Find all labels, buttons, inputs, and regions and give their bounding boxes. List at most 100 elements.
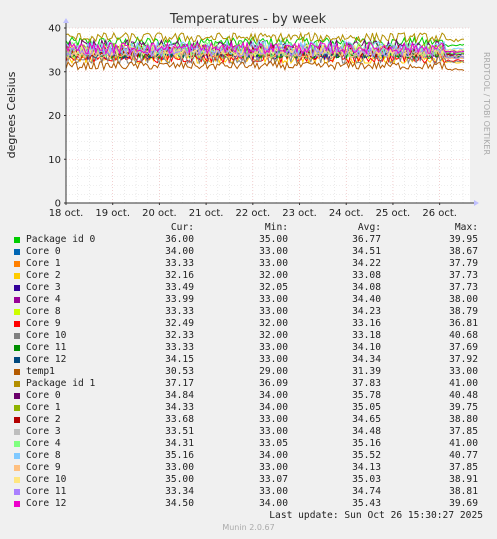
legend-cur: 36.00 bbox=[165, 234, 194, 245]
legend-max: 39.95 bbox=[449, 234, 478, 245]
legend-swatch bbox=[14, 429, 20, 435]
legend-row: temp1 30.53 29.00 31.39 33.00 bbox=[12, 366, 492, 378]
series-lines bbox=[65, 31, 465, 72]
x-tick-label: 24 oct. bbox=[329, 208, 364, 219]
legend-name: Core 4 bbox=[26, 438, 61, 449]
legend-name: temp1 bbox=[26, 366, 55, 377]
rrdtool-credit: RRDTOOL / TOBI OETIKER bbox=[482, 52, 491, 155]
legend-row: Package id 1 37.17 36.09 37.83 41.00 bbox=[12, 378, 492, 390]
legend-row: Core 9 33.00 33.00 34.13 37.85 bbox=[12, 462, 492, 474]
x-tick-label: 25 oct. bbox=[376, 208, 411, 219]
legend-cur: 33.33 bbox=[165, 306, 194, 317]
legend-name: Core 1 bbox=[26, 258, 61, 269]
legend-avg: 35.43 bbox=[352, 498, 381, 509]
legend-avg: 36.77 bbox=[352, 234, 381, 245]
legend-avg: 34.74 bbox=[352, 486, 381, 497]
legend-row: Core 11 33.34 33.00 34.74 38.81 bbox=[12, 486, 492, 498]
y-tick-label: 10 bbox=[48, 155, 61, 166]
legend-min: 33.00 bbox=[259, 426, 288, 437]
legend-name: Core 0 bbox=[26, 390, 61, 401]
legend-name: Core 9 bbox=[26, 462, 61, 473]
x-tick-label: 18 oct. bbox=[49, 208, 84, 219]
legend-min: 36.09 bbox=[259, 378, 288, 389]
legend-row: Core 8 35.16 34.00 35.52 40.77 bbox=[12, 450, 492, 462]
legend-cur: 34.00 bbox=[165, 246, 194, 257]
legend-min: 33.00 bbox=[259, 462, 288, 473]
legend-swatch bbox=[14, 501, 20, 507]
legend-name: Package id 0 bbox=[26, 234, 96, 245]
legend-max: 37.79 bbox=[449, 258, 478, 269]
legend-row: Core 2 33.68 33.00 34.65 38.80 bbox=[12, 414, 492, 426]
legend-avg: 37.83 bbox=[352, 378, 381, 389]
legend-avg: 33.16 bbox=[352, 318, 381, 329]
x-axis-arrow bbox=[474, 200, 479, 206]
x-tick-label: 26 oct. bbox=[422, 208, 457, 219]
legend-max: 37.92 bbox=[449, 354, 478, 365]
legend-cur: 34.50 bbox=[165, 498, 194, 509]
last-update: Last update: Sun Oct 26 15:30:27 2025 bbox=[269, 510, 483, 521]
legend-avg: 34.51 bbox=[352, 246, 381, 257]
legend-cur: 37.17 bbox=[165, 378, 194, 389]
legend-cur: 33.51 bbox=[165, 426, 194, 437]
legend-max: 38.80 bbox=[449, 414, 478, 425]
legend-avg: 34.10 bbox=[352, 342, 381, 353]
col-max-header: Max: bbox=[454, 222, 478, 233]
legend-min: 33.00 bbox=[259, 414, 288, 425]
legend-row: Core 10 35.00 33.07 35.03 38.91 bbox=[12, 474, 492, 486]
legend-name: Core 2 bbox=[26, 270, 61, 281]
legend-cur: 34.31 bbox=[165, 438, 194, 449]
legend-swatch bbox=[14, 477, 20, 483]
y-tick-label: 0 bbox=[55, 199, 61, 210]
legend-max: 38.00 bbox=[449, 294, 478, 305]
legend-max: 40.48 bbox=[449, 390, 478, 401]
legend-min: 33.05 bbox=[259, 438, 288, 449]
legend-min: 34.00 bbox=[259, 402, 288, 413]
x-tick-label: 23 oct. bbox=[282, 208, 317, 219]
legend-cur: 33.00 bbox=[165, 462, 194, 473]
legend-min: 29.00 bbox=[259, 366, 288, 377]
legend-row: Core 10 32.33 32.00 33.18 40.68 bbox=[12, 330, 492, 342]
series-line bbox=[65, 43, 465, 59]
legend-cur: 35.16 bbox=[165, 450, 194, 461]
legend-cur: 32.33 bbox=[165, 330, 194, 341]
legend-max: 41.00 bbox=[449, 378, 478, 389]
legend-cur: 33.33 bbox=[165, 342, 194, 353]
legend-swatch bbox=[14, 453, 20, 459]
legend-max: 37.69 bbox=[449, 342, 478, 353]
legend-avg: 34.34 bbox=[352, 354, 381, 365]
legend-swatch bbox=[14, 285, 20, 291]
legend-min: 32.00 bbox=[259, 270, 288, 281]
legend-max: 37.73 bbox=[449, 282, 478, 293]
legend-avg: 34.22 bbox=[352, 258, 381, 269]
legend-cur: 34.15 bbox=[165, 354, 194, 365]
legend-swatch bbox=[14, 309, 20, 315]
legend-avg: 34.48 bbox=[352, 426, 381, 437]
legend-avg: 34.13 bbox=[352, 462, 381, 473]
legend-cur: 30.53 bbox=[165, 366, 194, 377]
legend-max: 37.85 bbox=[449, 426, 478, 437]
legend-cur: 34.84 bbox=[165, 390, 194, 401]
legend-name: Core 12 bbox=[26, 354, 67, 365]
legend-min: 35.00 bbox=[259, 234, 288, 245]
legend-avg: 35.03 bbox=[352, 474, 381, 485]
legend-min: 34.00 bbox=[259, 390, 288, 401]
legend-cur: 33.33 bbox=[165, 258, 194, 269]
y-tick-label: 20 bbox=[48, 111, 61, 122]
legend-avg: 31.39 bbox=[352, 366, 381, 377]
axes: 0 10 20 30 40 18 oct. 19 oct. 20 oct. 21 oct. 22 … bbox=[48, 18, 479, 219]
legend-avg: 33.08 bbox=[352, 270, 381, 281]
legend-avg: 35.16 bbox=[352, 438, 381, 449]
legend-max: 38.91 bbox=[449, 474, 478, 485]
legend-max: 40.68 bbox=[449, 330, 478, 341]
legend-row: Core 3 33.49 32.05 34.08 37.73 bbox=[12, 282, 492, 294]
legend-avg: 34.08 bbox=[352, 282, 381, 293]
legend-avg: 35.52 bbox=[352, 450, 381, 461]
y-tick-label: 30 bbox=[48, 67, 61, 78]
legend-row: Core 0 34.84 34.00 35.78 40.48 bbox=[12, 390, 492, 402]
legend-name: Core 0 bbox=[26, 246, 61, 257]
legend-swatch bbox=[14, 333, 20, 339]
legend-max: 38.81 bbox=[449, 486, 478, 497]
legend-row: Core 4 33.99 33.00 34.40 38.00 bbox=[12, 294, 492, 306]
legend-row: Core 3 33.51 33.00 34.48 37.85 bbox=[12, 426, 492, 438]
legend-min: 34.00 bbox=[259, 450, 288, 461]
